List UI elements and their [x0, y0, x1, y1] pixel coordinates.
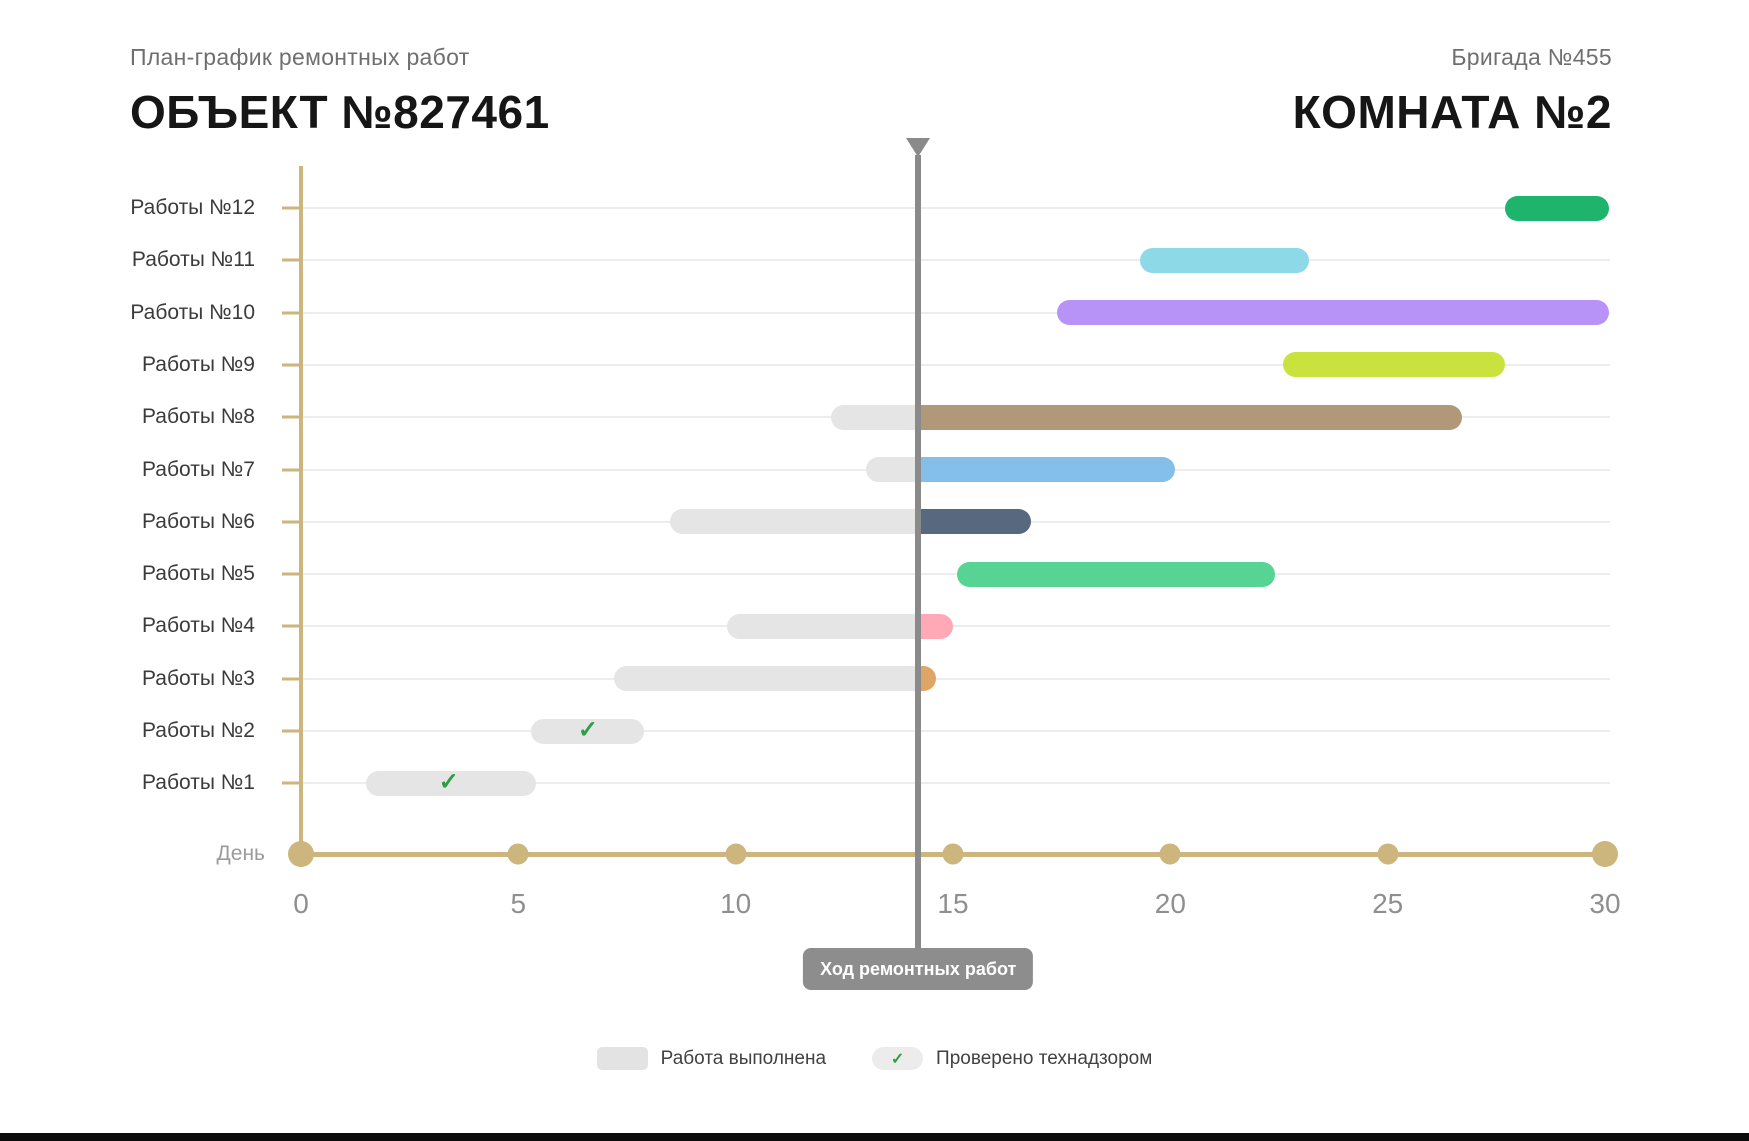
row-tick-mark [282, 624, 301, 628]
row-label: Работы №3 [142, 666, 255, 690]
row-label: Работы №4 [142, 614, 255, 638]
grid-line [301, 207, 1610, 209]
axis-tick-dot [725, 843, 747, 865]
axis-tick-label: 5 [510, 888, 527, 919]
axis-tick-dot [507, 843, 529, 865]
grid-line [301, 363, 1610, 366]
axis-tick-label: 15 [937, 888, 969, 919]
task-bar-remaining-segment [957, 561, 1275, 587]
task-bar-remaining-segment [918, 509, 1032, 535]
legend-item-completed: Работа выполнена [596, 1047, 827, 1070]
row-tick-mark [282, 206, 301, 210]
task-bar [1283, 352, 1506, 378]
header-right: Бригада №455 КОМНАТА №2 [1293, 44, 1612, 139]
row-tick-mark [282, 258, 301, 262]
task-bar [366, 770, 536, 796]
task-bar-done-segment [726, 613, 919, 639]
row-tick-mark [282, 572, 301, 576]
task-bar [1057, 300, 1610, 326]
task-bar-remaining-segment [1057, 300, 1610, 326]
header-left: План-график ремонтных работ ОБЪЕКТ №8274… [130, 44, 550, 139]
row-tick-mark [282, 729, 301, 733]
axis-tick-label: 10 [720, 888, 752, 919]
task-bar-done-segment [831, 404, 919, 430]
row-tick-mark [282, 781, 301, 785]
row-label: Работы №1 [142, 771, 255, 795]
task-bar [1505, 195, 1610, 221]
row-label: Работы №12 [130, 196, 255, 219]
row-label: Работы №10 [130, 300, 255, 324]
axis-tick-label: 20 [1154, 888, 1186, 919]
task-bar-done-segment [613, 666, 919, 692]
task-bar [531, 718, 645, 744]
task-bar-remaining-segment [918, 404, 1462, 430]
row-label: Работы №8 [142, 405, 255, 429]
task-bar-remaining-segment [918, 457, 1175, 482]
task-bar-done-segment [866, 457, 919, 482]
task-bar-done-segment [366, 770, 536, 796]
task-bar [866, 457, 1175, 482]
task-bar-remaining-segment [1505, 195, 1610, 221]
room-title: КОМНАТА №2 [1292, 86, 1612, 138]
x-axis-title: День [216, 842, 265, 865]
legend: Работа выполнена ✓ Проверено технадзором [0, 1047, 1749, 1070]
axis-tick-label: 0 [293, 888, 309, 919]
row-tick-mark [282, 677, 301, 681]
progress-marker-icon [906, 138, 931, 157]
progress-tooltip: Ход ремонтных работ [803, 948, 1034, 990]
task-bar-done-segment [531, 718, 645, 744]
row-tick-mark [282, 468, 301, 471]
axis-tick-label: 25 [1372, 888, 1404, 919]
axis-tick-dot [1159, 843, 1181, 865]
row-label: Работы №7 [142, 457, 255, 481]
axis-tick-dot [1377, 843, 1399, 865]
row-tick-mark [282, 363, 301, 367]
row-tick-mark [282, 520, 301, 524]
axis-tick-dot [1592, 841, 1618, 867]
grid-line [301, 573, 1610, 576]
row-tick-mark [282, 311, 301, 315]
axis-tick-label: 30 [1589, 888, 1621, 919]
task-bar [1139, 247, 1310, 273]
grid-line [301, 259, 1610, 262]
task-bar [670, 509, 1032, 535]
task-bar [957, 561, 1275, 587]
bottom-edge-bar [0, 1133, 1749, 1141]
legend-checked-label: Проверено технадзором [936, 1047, 1153, 1069]
y-axis-line [299, 166, 303, 854]
row-tick-mark [282, 415, 301, 419]
grid-line [301, 730, 1610, 732]
axis-tick-dot [288, 841, 314, 867]
completed-swatch-icon [596, 1047, 648, 1070]
task-check-icon: ✓ [438, 768, 459, 796]
task-bar-remaining-segment [918, 613, 953, 639]
task-bar-done-segment [670, 509, 919, 535]
row-label: Работы №2 [142, 719, 255, 742]
object-title: ОБЪЕКТ №827461 [130, 86, 550, 138]
task-check-icon: ✓ [577, 716, 598, 744]
task-bar-remaining-segment [918, 666, 936, 692]
grid-line [301, 625, 1610, 628]
task-bar [831, 404, 1462, 430]
grid-line [301, 782, 1610, 785]
row-label: Работы №9 [142, 352, 255, 376]
task-bar [726, 613, 953, 639]
row-label: Работы №6 [142, 509, 255, 533]
plan-subtitle: План-график ремонтных работ [130, 44, 470, 70]
row-label: Работы №11 [131, 248, 255, 272]
axis-tick-dot [942, 843, 964, 865]
grid-line [301, 311, 1610, 314]
progress-line [915, 155, 922, 948]
legend-item-checked: ✓ Проверено технадзором [872, 1047, 1152, 1070]
row-label: Работы №5 [142, 562, 255, 586]
task-bar-remaining-segment [1283, 352, 1506, 378]
task-bar [613, 666, 936, 692]
brigade-subtitle: Бригада №455 [1451, 44, 1612, 70]
grid-line [301, 677, 1610, 680]
task-bar-remaining-segment [1139, 247, 1310, 273]
legend-completed-label: Работа выполнена [660, 1047, 827, 1069]
checkmark-icon: ✓ [872, 1047, 924, 1070]
